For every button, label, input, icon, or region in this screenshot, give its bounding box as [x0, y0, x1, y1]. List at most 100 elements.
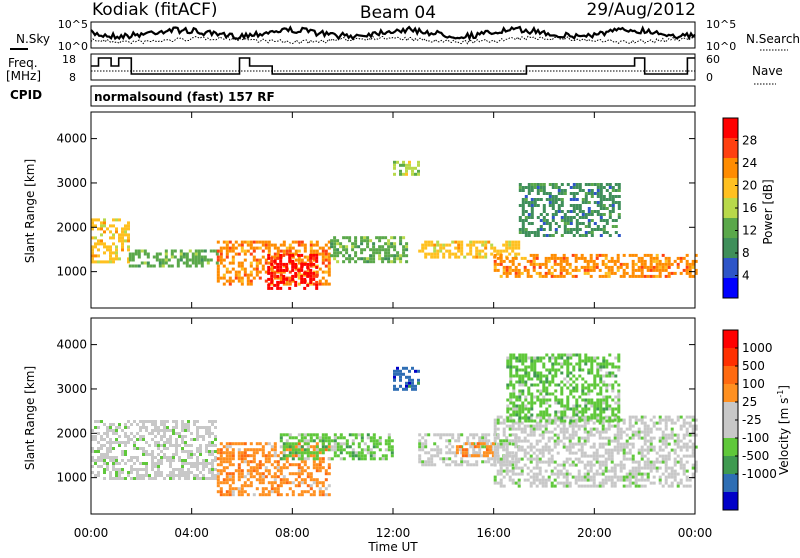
- heatmap-cell: [616, 253, 620, 257]
- heatmap-cell: [499, 442, 503, 446]
- heatmap-cell: [604, 436, 608, 440]
- heatmap-cell: [249, 448, 253, 452]
- heatmap-cell: [613, 475, 617, 479]
- heatmap-cell: [566, 359, 570, 363]
- heatmap-cell: [246, 478, 250, 482]
- heatmap-cell: [544, 259, 548, 263]
- heatmap-cell: [94, 260, 97, 264]
- heatmap-cell: [197, 261, 201, 265]
- heatmap-cell: [297, 253, 301, 257]
- heatmap-cell: [520, 421, 524, 425]
- heatmap-cell: [574, 421, 578, 425]
- power-heatmap-cells: [91, 160, 698, 290]
- heatmap-cell: [572, 186, 576, 189]
- heatmap-cell: [565, 481, 569, 485]
- heatmap-cell: [211, 474, 214, 477]
- heatmap-cell: [551, 362, 555, 366]
- heatmap-cell: [577, 448, 581, 452]
- heatmap-cell: [676, 439, 680, 443]
- heatmap-cell: [481, 255, 485, 259]
- heatmap-cell: [658, 421, 662, 425]
- heatmap-cell: [336, 254, 340, 258]
- colorbar-swatch: [723, 258, 738, 278]
- heatmap-cell: [240, 279, 244, 283]
- heatmap-cell: [115, 251, 118, 255]
- heatmap-cell: [569, 204, 573, 207]
- heatmap-cell: [646, 427, 650, 431]
- heatmap-cell: [124, 477, 127, 480]
- heatmap-cell: [533, 368, 537, 372]
- heatmap-cell: [249, 270, 253, 274]
- heatmap-cell: [664, 475, 668, 479]
- heatmap-cell: [493, 436, 497, 440]
- heatmap-cell: [535, 460, 539, 464]
- heatmap-cell: [604, 427, 608, 431]
- heatmap-cell: [211, 444, 214, 447]
- heatmap-cell: [205, 429, 208, 432]
- heatmap-cell: [273, 259, 277, 263]
- heatmap-cell: [532, 457, 536, 461]
- heatmap-cell: [303, 490, 307, 494]
- heatmap-cell: [575, 183, 579, 186]
- heatmap-cell: [484, 460, 488, 464]
- heatmap-cell: [399, 375, 402, 379]
- heatmap-cell: [574, 418, 578, 422]
- heatmap-cell: [109, 260, 112, 264]
- heatmap-cell: [532, 478, 536, 482]
- heatmap-cell: [577, 436, 581, 440]
- heatmap-cell: [399, 163, 402, 167]
- heatmap-cell: [267, 261, 271, 265]
- heatmap-cell: [91, 438, 94, 441]
- colorbar-swatch: [723, 474, 738, 492]
- heatmap-cell: [273, 243, 277, 247]
- heatmap-cell: [652, 268, 656, 272]
- heatmap-cell: [142, 477, 145, 480]
- heatmap-cell: [315, 243, 319, 247]
- heatmap-cell: [181, 450, 184, 453]
- heatmap-cell: [527, 234, 531, 237]
- heatmap-cell: [535, 463, 539, 467]
- heatmap-cell: [303, 277, 307, 281]
- heatmap-cell: [605, 398, 609, 402]
- heatmap-cell: [315, 249, 319, 253]
- heatmap-cell: [91, 447, 94, 450]
- heatmap-cell: [246, 460, 250, 464]
- heatmap-cell: [97, 474, 100, 477]
- heatmap-cell: [691, 430, 695, 434]
- heatmap-cell: [300, 469, 304, 473]
- heatmap-cell: [143, 261, 147, 265]
- heatmap-cell: [402, 160, 405, 164]
- heatmap-cell: [542, 356, 546, 360]
- heatmap-cell: [219, 261, 223, 265]
- heatmap-cell: [566, 365, 570, 369]
- heatmap-cell: [321, 249, 325, 253]
- heatmap-cell: [529, 481, 533, 485]
- heatmap-cell: [327, 240, 331, 244]
- heatmap-cell: [336, 442, 340, 446]
- heatmap-cell: [133, 441, 136, 444]
- heatmap-cell: [664, 469, 668, 473]
- heatmap-cell: [372, 451, 376, 455]
- heatmap-cell: [103, 456, 106, 459]
- heatmap-cell: [509, 401, 513, 405]
- heatmap-cell: [249, 475, 253, 479]
- heatmap-cell: [658, 418, 662, 422]
- heatmap-cell: [517, 445, 521, 449]
- heatmap-cell: [131, 252, 135, 256]
- heatmap-cell: [97, 239, 100, 243]
- heatmap-cell: [592, 475, 596, 479]
- heatmap-cell: [154, 423, 157, 426]
- heatmap-cell: [421, 243, 425, 247]
- heatmap-cell: [421, 442, 425, 446]
- heatmap-cell: [634, 430, 638, 434]
- heatmap-cell: [112, 447, 115, 450]
- heatmap-cell: [451, 451, 455, 455]
- heatmap-cell: [538, 262, 542, 266]
- heatmap-cell: [688, 454, 692, 458]
- heatmap-cell: [100, 465, 103, 468]
- velocity-colorbar-label-main: Velocity [m s: [777, 398, 791, 475]
- heatmap-cell: [240, 282, 244, 286]
- heatmap-cell: [527, 392, 531, 396]
- heatmap-cell: [270, 454, 274, 458]
